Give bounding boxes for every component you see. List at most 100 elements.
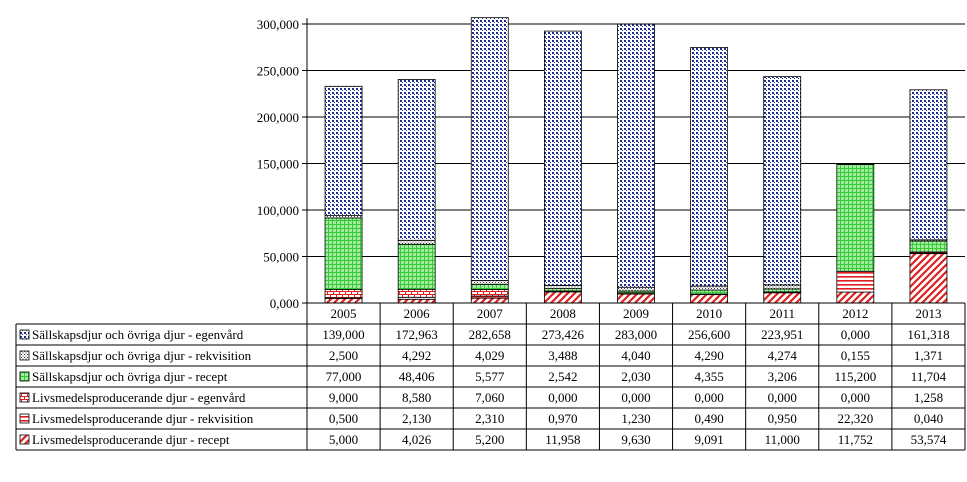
bar-segment bbox=[470, 297, 509, 304]
table-cell-value: 77,000 bbox=[326, 369, 362, 384]
x-tick-label: 2007 bbox=[477, 306, 504, 321]
bar-segment bbox=[690, 285, 729, 291]
bar-segment bbox=[397, 288, 436, 298]
bar-segment bbox=[470, 17, 509, 281]
x-tick-label: 2008 bbox=[550, 306, 576, 321]
table-cell-value: 4,292 bbox=[402, 348, 431, 363]
table-cell-value: 5,000 bbox=[329, 432, 358, 447]
table-cell-value: 0,155 bbox=[841, 348, 870, 363]
bar-segment bbox=[836, 163, 875, 165]
bar-segment bbox=[324, 297, 363, 304]
bar-segment bbox=[470, 289, 509, 297]
table-cell-value: 0,000 bbox=[694, 390, 723, 405]
table-cell-value: 11,704 bbox=[911, 369, 947, 384]
table-cell-value: 4,274 bbox=[768, 348, 798, 363]
bar-segment bbox=[909, 240, 948, 253]
legend-key bbox=[19, 329, 30, 340]
table-cell-value: 9,000 bbox=[329, 390, 358, 405]
x-tick-label: 2006 bbox=[404, 306, 431, 321]
table-cell-value: 0,000 bbox=[841, 327, 870, 342]
table-cell-value: 5,577 bbox=[475, 369, 505, 384]
bar-segment bbox=[470, 283, 509, 290]
bar-segment bbox=[836, 291, 875, 304]
y-tick-label: 200,000 bbox=[257, 110, 299, 125]
y-tick-label: 250,000 bbox=[257, 64, 299, 79]
bar-segment bbox=[909, 89, 948, 241]
table-cell-value: 8,580 bbox=[402, 390, 431, 405]
y-axis-ticks: 0,000 50,000 100,000 150,000 200,000 250,000 3… bbox=[257, 17, 308, 311]
y-tick-label: 150,000 bbox=[257, 157, 299, 172]
y-tick-label: 0,000 bbox=[270, 296, 299, 311]
legend-key bbox=[19, 371, 30, 382]
table-cell-value: 4,026 bbox=[402, 432, 432, 447]
table-cell-value: 256,600 bbox=[688, 327, 730, 342]
table-cell-value: 9,091 bbox=[694, 432, 723, 447]
table-cell-value: 4,040 bbox=[621, 348, 650, 363]
table-cell-value: 4,029 bbox=[475, 348, 504, 363]
table-cell-value: 1,230 bbox=[621, 411, 650, 426]
table-cell-value: 7,060 bbox=[475, 390, 504, 405]
legend-label: Livsmedelsproducerande djur - egenvård bbox=[32, 390, 246, 405]
y-tick-label: 300,000 bbox=[257, 17, 299, 32]
table-cell-value: 2,130 bbox=[402, 411, 431, 426]
table-cell-value: 3,206 bbox=[768, 369, 798, 384]
bar-segment bbox=[397, 239, 436, 245]
x-tick-label: 2009 bbox=[623, 306, 649, 321]
bar-segment bbox=[909, 252, 948, 304]
table-cell-value: 2,500 bbox=[329, 348, 358, 363]
legend-key bbox=[19, 434, 30, 445]
bar-segment bbox=[763, 284, 802, 290]
bar-segment bbox=[763, 76, 802, 286]
legend-label: Sällskapsdjur och övriga djur - rekvisit… bbox=[32, 348, 252, 363]
data-table: 2005 2006 2007 2008 2009 2010 2011 2012 2013 Säll… bbox=[15, 302, 966, 451]
table-cell-value: 4,355 bbox=[694, 369, 723, 384]
table-cell-value: 139,000 bbox=[322, 327, 364, 342]
y-tick-label: 100,000 bbox=[257, 203, 299, 218]
table-cell-value: 223,951 bbox=[761, 327, 803, 342]
table-cell-value: 0,000 bbox=[768, 390, 797, 405]
table-cell-value: 1,258 bbox=[914, 390, 943, 405]
legend-label: Livsmedelsproducerande djur - recept bbox=[32, 432, 230, 447]
x-tick-label: 2013 bbox=[915, 306, 941, 321]
table-cell-value: 0,040 bbox=[914, 411, 943, 426]
bar-segment bbox=[543, 284, 582, 290]
table-cell-value: 283,000 bbox=[615, 327, 657, 342]
bar-segment bbox=[324, 289, 363, 299]
bar-segment bbox=[617, 23, 655, 288]
table-cell-value: 0,000 bbox=[548, 390, 577, 405]
table-cell-value: 0,970 bbox=[548, 411, 577, 426]
legend-label: Livsmedelsproducerande djur - rekvisitio… bbox=[32, 411, 254, 426]
x-tick-label: 2010 bbox=[696, 306, 722, 321]
bar-segment bbox=[690, 294, 729, 304]
table-cell-value: 53,574 bbox=[911, 432, 947, 447]
table-cell-value: 3,488 bbox=[548, 348, 577, 363]
table-cell-value: 1,371 bbox=[914, 348, 943, 363]
bar-segment bbox=[763, 288, 802, 293]
bar-segment bbox=[763, 292, 802, 304]
table-cell-value: 2,310 bbox=[475, 411, 504, 426]
bar-segment bbox=[690, 289, 729, 295]
table-cell-value: 11,958 bbox=[545, 432, 580, 447]
table-cell-value: 0,500 bbox=[329, 411, 358, 426]
table-cell-value: 4,290 bbox=[694, 348, 723, 363]
y-tick-label: 50,000 bbox=[263, 250, 299, 265]
bar-segment bbox=[397, 243, 436, 290]
table-cell-value: 273,426 bbox=[542, 327, 585, 342]
table-cell-value: 5,200 bbox=[475, 432, 504, 447]
table-cell-value: 282,658 bbox=[469, 327, 511, 342]
table-cell-value: 115,200 bbox=[834, 369, 876, 384]
table-cell-value: 172,963 bbox=[396, 327, 438, 342]
x-tick-label: 2012 bbox=[842, 306, 868, 321]
bars bbox=[324, 17, 948, 304]
bar-segment bbox=[690, 47, 729, 287]
table-cell-value: 11,752 bbox=[838, 432, 873, 447]
bar-segment bbox=[397, 298, 436, 304]
bar-segment bbox=[617, 286, 655, 292]
table-cell-value: 2,542 bbox=[548, 369, 577, 384]
bar-segment bbox=[324, 85, 363, 216]
table-cell-value: 0,950 bbox=[768, 411, 797, 426]
table-cell-value: 0,000 bbox=[621, 390, 650, 405]
table-cell-value: 9,630 bbox=[621, 432, 650, 447]
table-cell-value: 11,000 bbox=[765, 432, 800, 447]
